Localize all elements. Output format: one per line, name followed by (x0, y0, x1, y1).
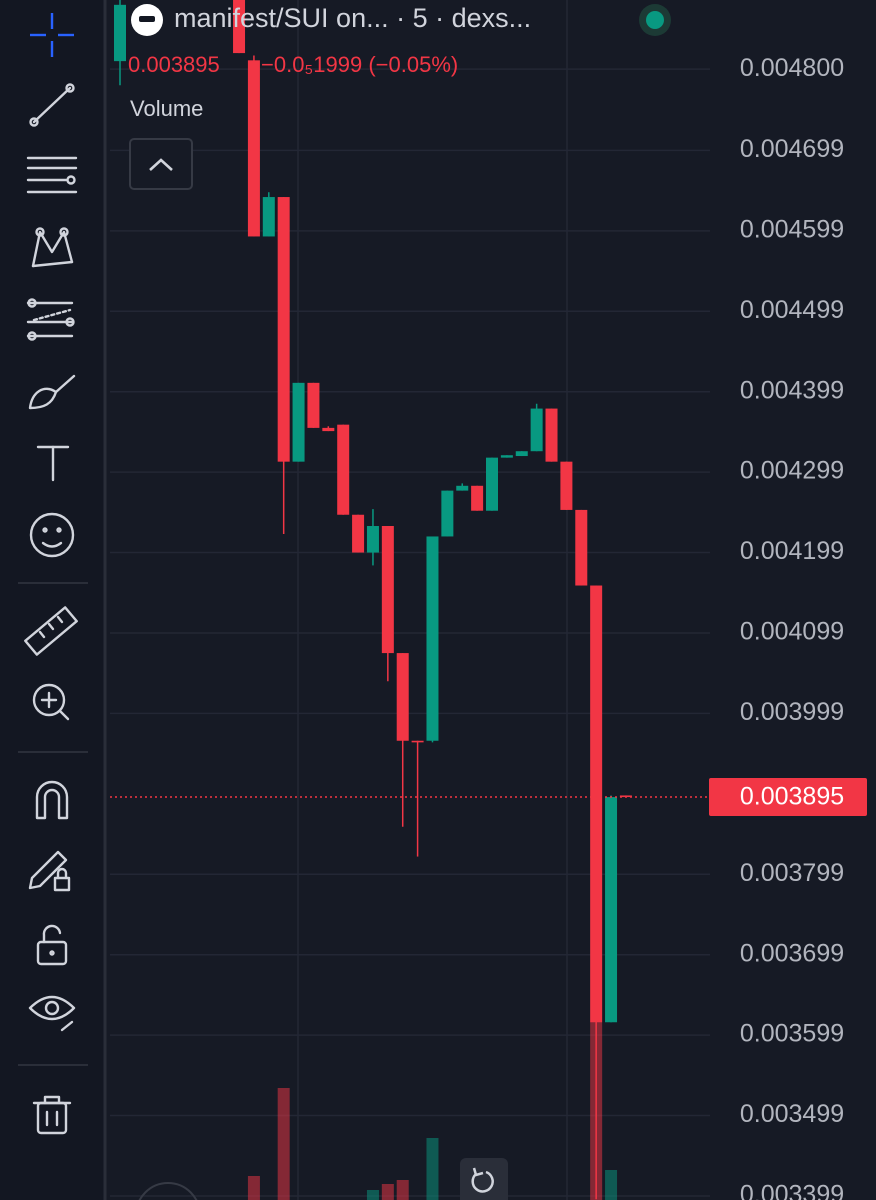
symbol-title[interactable]: manifest/SUI on... · 5 · dexs... (174, 3, 531, 33)
price-tag (709, 778, 867, 817)
trend-line-tool[interactable] (29, 83, 75, 127)
candle-body (262, 197, 275, 237)
y-tick-label: 0.003599 (740, 1020, 844, 1048)
y-tick-label: 0.003399 (740, 1181, 844, 1200)
candle-body (545, 408, 558, 462)
volume-bar (381, 1184, 394, 1200)
y-tick-label: 0.004599 (740, 215, 844, 243)
y-tick-label: 0.004399 (740, 376, 844, 404)
symbol-logo-mark (139, 16, 155, 22)
bottom-controls (138, 1158, 508, 1200)
candle-body (486, 457, 498, 511)
price-tag-label: 0.003895 (740, 783, 844, 811)
candle-body (396, 653, 409, 741)
reset-arrow (472, 1167, 484, 1177)
volume-bar (426, 1138, 439, 1200)
candle-body (233, 0, 246, 54)
volume-bar (605, 1170, 618, 1200)
candle-body (337, 424, 350, 515)
zoom-tool[interactable] (32, 683, 70, 721)
candle-body (471, 485, 484, 511)
ruler-tool[interactable] (24, 606, 78, 656)
candle-body (411, 740, 424, 743)
price-change: −0.0₅1999 (−0.05%) (261, 52, 458, 77)
unlock-tool[interactable] (36, 924, 68, 966)
y-tick-label: 0.004099 (740, 618, 844, 646)
candle-body (381, 526, 394, 654)
emoji-tool[interactable] (29, 512, 75, 558)
candle-body (292, 382, 305, 462)
text-tool[interactable] (36, 445, 70, 482)
y-tick-label: 0.003799 (740, 859, 844, 887)
volume-bar (396, 1180, 409, 1200)
toolbar (0, 0, 107, 1200)
candle-body (277, 197, 290, 462)
status-dot (646, 11, 664, 29)
forecast-tool[interactable] (26, 298, 75, 341)
y-tick-label: 0.004499 (740, 296, 844, 324)
candle-body (456, 485, 469, 491)
collapse-icon (149, 158, 173, 171)
candle-body (515, 451, 528, 457)
crosshair-tool[interactable] (30, 13, 74, 57)
candle-body (530, 408, 543, 452)
candle-body (307, 382, 320, 428)
fib-tool[interactable] (26, 156, 78, 194)
visibility-tool[interactable] (28, 995, 76, 1032)
pattern-tool[interactable] (31, 227, 74, 268)
magnet-tool[interactable] (35, 780, 69, 820)
lock-drawing-tool[interactable] (28, 850, 71, 892)
y-tick-label: 0.003499 (740, 1100, 844, 1128)
candle-body (366, 526, 379, 553)
candle-body (575, 509, 588, 586)
candle-body (605, 797, 618, 1023)
last-price: 0.003895 (128, 52, 220, 77)
candle-body (114, 4, 126, 62)
header: manifest/SUI on... · 5 · dexs... 0.00389… (128, 3, 671, 190)
y-tick-label: 0.004199 (740, 537, 844, 565)
collapse-button[interactable] (129, 138, 193, 190)
candle-body (426, 536, 439, 741)
delete-tool[interactable] (32, 1095, 72, 1135)
candle-body (322, 427, 335, 432)
toolbar-bg (0, 0, 104, 1200)
volume-bar (366, 1190, 379, 1200)
y-tick-label: 0.004299 (740, 457, 844, 485)
candle-body (500, 455, 513, 458)
reset-icon (471, 1170, 494, 1193)
candle-body (247, 60, 260, 237)
candle-body (560, 461, 573, 510)
candle-body (352, 514, 365, 553)
candle-body (619, 795, 632, 798)
y-tick-label: 0.004699 (740, 135, 844, 163)
scroll-button (138, 1182, 198, 1200)
y-tick-label: 0.003999 (740, 698, 844, 726)
volume-bar (277, 1088, 290, 1200)
candle-body (590, 585, 603, 1023)
volume-legend: Volume (130, 96, 203, 121)
y-tick-label: 0.004800 (740, 54, 844, 82)
plot-area (110, 0, 710, 1200)
candle-body (441, 490, 454, 537)
y-tick-label: 0.003699 (740, 939, 844, 967)
brush-tool[interactable] (28, 374, 76, 410)
volume-bar (247, 1176, 260, 1200)
reset-button[interactable] (460, 1158, 508, 1200)
